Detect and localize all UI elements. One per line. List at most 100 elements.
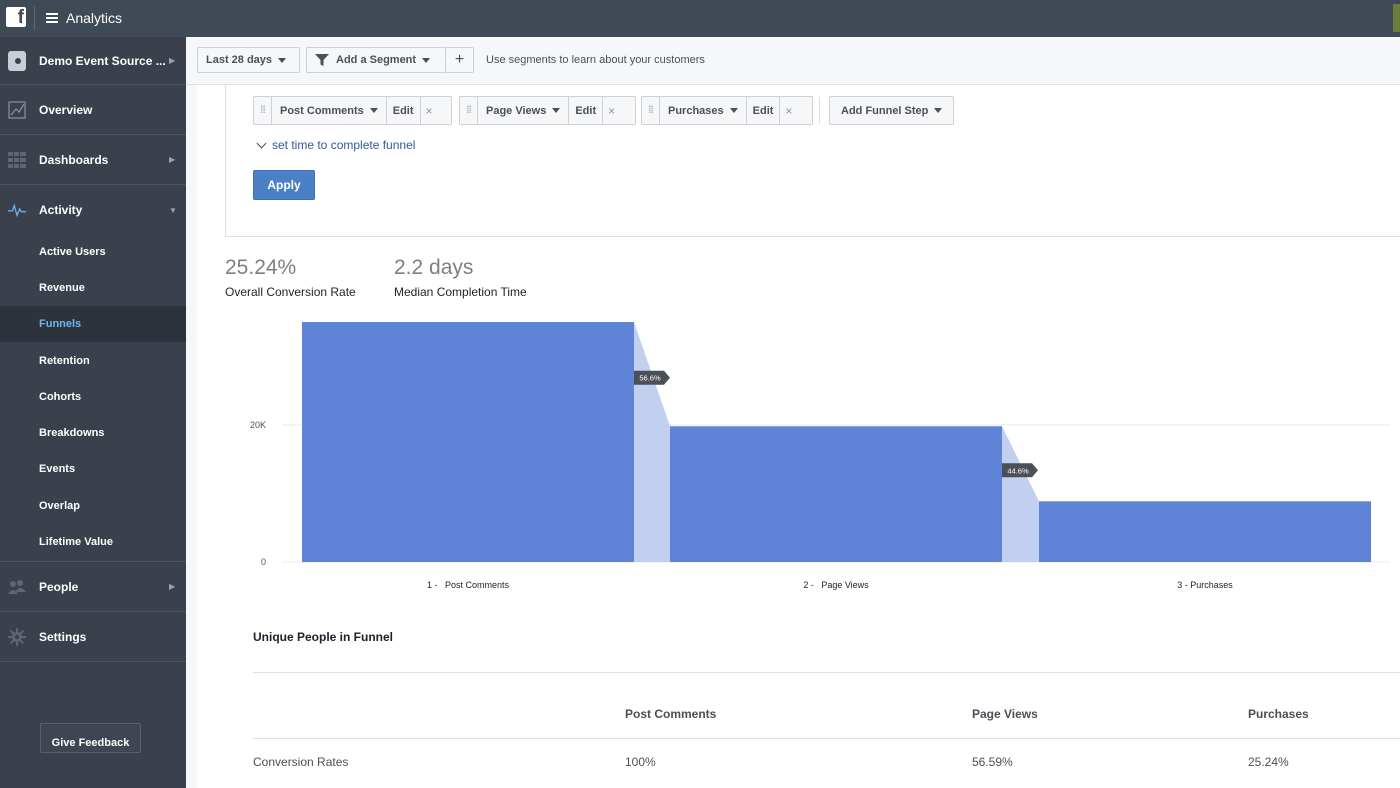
date-range-dropdown[interactable]: Last 28 days	[197, 47, 300, 73]
chevron-right-icon: ▶	[169, 56, 176, 65]
caret-down-icon	[369, 108, 378, 113]
table-cell: 56.59%	[972, 755, 1013, 769]
close-icon[interactable]: ×	[785, 103, 793, 118]
dropoff-area	[1002, 426, 1039, 562]
sidebar-item-label: Activity	[39, 203, 83, 217]
sidebar-item-active-users[interactable]: Active Users	[0, 234, 186, 270]
sidebar-item-event-source[interactable]: Demo Event Source ... ▶	[0, 37, 186, 85]
sidebar-item-settings[interactable]: Settings	[0, 612, 186, 662]
table-cell: 25.24%	[1248, 755, 1289, 769]
sidebar-item-revenue[interactable]: Revenue	[0, 270, 186, 306]
facebook-logo-icon[interactable]: f	[6, 7, 26, 28]
sidebar-item-label: Lifetime Value	[39, 536, 113, 548]
sidebar-item-label: Events	[39, 463, 76, 475]
pulse-icon	[8, 201, 26, 219]
filter-icon	[315, 54, 329, 66]
caret-down-icon	[934, 108, 943, 113]
step-conversion-tag	[634, 370, 670, 385]
sidebar-item-label: Funnels	[39, 318, 82, 330]
sidebar-item-label: Breakdowns	[39, 427, 105, 439]
sidebar-item-label: Demo Event Source ...	[39, 53, 166, 68]
set-time-link-label: set time to complete funnel	[272, 138, 416, 152]
drag-handle-icon[interactable]: ⁞⁞	[460, 97, 478, 124]
sidebar-item-funnels[interactable]: Funnels	[0, 306, 186, 342]
date-range-label: Last 28 days	[206, 54, 273, 66]
apply-button[interactable]: Apply	[253, 170, 315, 200]
add-funnel-step-dropdown[interactable]: Add Funnel Step	[829, 96, 955, 125]
app-title: Analytics	[66, 10, 123, 26]
edit-step-button[interactable]: Edit	[747, 97, 781, 124]
y-tick-label: 20K	[250, 420, 266, 430]
step-conversion-tag	[1002, 463, 1038, 478]
conversion-rate-value: 25.24%	[225, 256, 297, 279]
add-funnel-step-label: Add Funnel Step	[841, 104, 929, 117]
sidebar-item-dashboards[interactable]: Dashboards ▶	[0, 135, 186, 185]
people-icon	[8, 578, 26, 596]
x-tick-label: 3 - Purchases	[1177, 580, 1233, 590]
set-time-link[interactable]: set time to complete funnel	[256, 138, 416, 152]
funnel-step-label: Post Comments	[280, 104, 364, 117]
funnel-step-dropdown[interactable]: Purchases	[660, 97, 747, 124]
app-menu-button[interactable]: Analytics	[46, 8, 122, 28]
add-segment-dropdown[interactable]: Add a Segment	[306, 47, 446, 73]
sidebar-item-events[interactable]: Events	[0, 451, 186, 487]
sidebar-item-overview[interactable]: Overview	[0, 85, 186, 135]
chevron-right-icon: ▶	[169, 582, 176, 591]
drag-handle-icon[interactable]: ⁞⁞	[254, 97, 272, 124]
table-header-page-views: Page Views	[972, 707, 1038, 721]
give-feedback-button[interactable]: Give Feedback	[40, 723, 141, 753]
topbar-divider	[34, 6, 35, 30]
sidebar-item-lifetime-value[interactable]: Lifetime Value	[0, 524, 186, 560]
sidebar-item-label: Cohorts	[39, 391, 82, 403]
close-icon[interactable]: ×	[425, 103, 433, 118]
sidebar-item-activity[interactable]: Activity ▼	[0, 185, 186, 235]
table-title: Unique People in Funnel	[253, 630, 394, 644]
funnel-bar	[302, 322, 634, 562]
sidebar-item-label: Overview	[39, 102, 93, 117]
funnel-chart: 0 20K 1 - Post Comments 2 - Page Views 3 - P…	[250, 322, 1390, 590]
funnel-step-dropdown[interactable]: Page Views	[478, 97, 570, 124]
median-time-label: Median Completion Time	[394, 285, 527, 299]
funnel-bar	[670, 426, 1002, 562]
sidebar-item-label: Retention	[39, 355, 90, 367]
gear-icon	[8, 627, 26, 646]
dropoff-area	[634, 322, 670, 562]
median-time-value: 2.2 days	[394, 256, 474, 279]
step-conversion-label: 56.6%	[639, 374, 661, 383]
caret-down-icon	[422, 57, 431, 63]
top-bar: f Analytics	[0, 0, 1400, 37]
toolbar: Last 28 days Add a Segment + Use segment…	[186, 37, 1400, 85]
divider	[819, 97, 820, 124]
avatar[interactable]	[1393, 4, 1400, 32]
table-row-label: Conversion Rates	[253, 755, 349, 769]
line-chart-icon	[8, 100, 26, 119]
sidebar-item-people[interactable]: People ▶	[0, 561, 186, 612]
caret-down-icon	[552, 108, 561, 113]
funnel-step-label: Page Views	[486, 104, 547, 117]
close-icon[interactable]: ×	[608, 103, 616, 118]
grid-icon	[8, 151, 26, 169]
sidebar-item-cohorts[interactable]: Cohorts	[0, 379, 186, 415]
add-segment-plus-button[interactable]: +	[445, 47, 474, 73]
edit-step-button[interactable]: Edit	[569, 97, 604, 124]
funnel-step: ⁞⁞ Purchases Edit ×	[641, 96, 813, 125]
y-tick-label: 0	[261, 557, 266, 567]
divider	[253, 738, 1400, 739]
step-conversion-label: 44.6%	[1007, 466, 1029, 475]
caret-down-icon	[729, 108, 738, 113]
funnel-step-dropdown[interactable]: Post Comments	[272, 97, 387, 124]
drag-handle-icon[interactable]: ⁞⁞	[642, 97, 660, 124]
sidebar-item-breakdowns[interactable]: Breakdowns	[0, 415, 186, 451]
hamburger-icon	[46, 13, 58, 23]
sidebar-item-label: People	[39, 579, 79, 594]
sidebar-item-overlap[interactable]: Overlap	[0, 488, 186, 524]
divider	[253, 672, 1400, 673]
edit-step-button[interactable]: Edit	[387, 97, 421, 124]
sidebar-item-retention[interactable]: Retention	[0, 343, 186, 379]
sidebar: Demo Event Source ... ▶ Overview Dashboa…	[0, 37, 186, 788]
funnel-step: ⁞⁞ Post Comments Edit ×	[253, 96, 452, 125]
funnel-step-label: Purchases	[668, 104, 724, 117]
table-header-post-comments: Post Comments	[625, 707, 717, 721]
sidebar-item-label: Active Users	[39, 246, 106, 258]
chevron-down-icon	[256, 138, 267, 148]
